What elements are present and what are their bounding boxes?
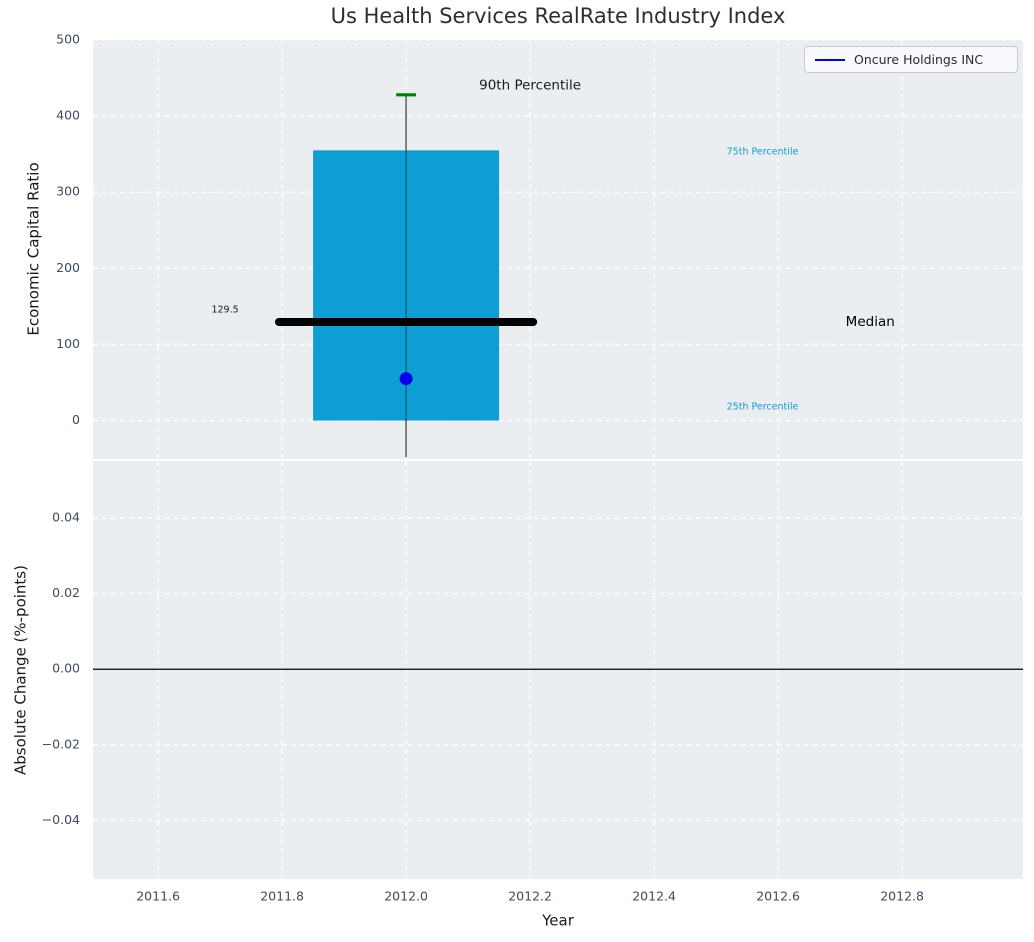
annotation-1: 75th Percentile bbox=[727, 146, 799, 157]
legend-line-sample bbox=[815, 58, 845, 61]
y-tick-label-top: 0 bbox=[72, 412, 80, 427]
company-value-dot bbox=[399, 372, 413, 386]
annotation-3: 25th Percentile bbox=[727, 401, 799, 412]
x-tick-label: 2012.4 bbox=[632, 889, 676, 904]
annotation-0: 90th Percentile bbox=[479, 78, 581, 94]
y-tick-label-top: 200 bbox=[56, 260, 80, 275]
y-tick-label-bottom: −0.04 bbox=[42, 812, 80, 827]
y-tick-label-top: 300 bbox=[56, 184, 80, 199]
y-tick-label-bottom: 0.00 bbox=[52, 661, 80, 676]
bottom-axes-bg bbox=[93, 461, 1023, 879]
y-tick-label-bottom: −0.02 bbox=[42, 736, 80, 751]
y-tick-label-bottom: 0.04 bbox=[52, 510, 80, 525]
x-tick-label: 2012.2 bbox=[508, 889, 552, 904]
x-tick-label: 2011.8 bbox=[260, 889, 304, 904]
chart-title: Us Health Services RealRate Industry Ind… bbox=[330, 4, 786, 28]
y-tick-label-bottom: 0.02 bbox=[52, 585, 80, 600]
y-tick-label-top: 100 bbox=[56, 336, 80, 351]
legend: Oncure Holdings INC bbox=[804, 46, 1018, 73]
annotation-2: Median bbox=[846, 314, 895, 330]
legend-label: Oncure Holdings INC bbox=[854, 52, 984, 67]
y-tick-label-top: 400 bbox=[56, 108, 80, 123]
x-tick-label: 2012.6 bbox=[756, 889, 800, 904]
x-tick-label: 2011.6 bbox=[136, 889, 180, 904]
y-tick-label-top: 500 bbox=[56, 32, 80, 47]
annotation-4: 129.5 bbox=[211, 305, 238, 316]
x-tick-label: 2012.0 bbox=[384, 889, 428, 904]
y-axis-label-bottom: Absolute Change (%-points) bbox=[12, 565, 30, 775]
top-axes-bg bbox=[93, 40, 1023, 459]
y-axis-label-top: Economic Capital Ratio bbox=[25, 162, 43, 335]
x-tick-label: 2012.8 bbox=[880, 889, 924, 904]
x-axis-label: Year bbox=[541, 912, 575, 930]
